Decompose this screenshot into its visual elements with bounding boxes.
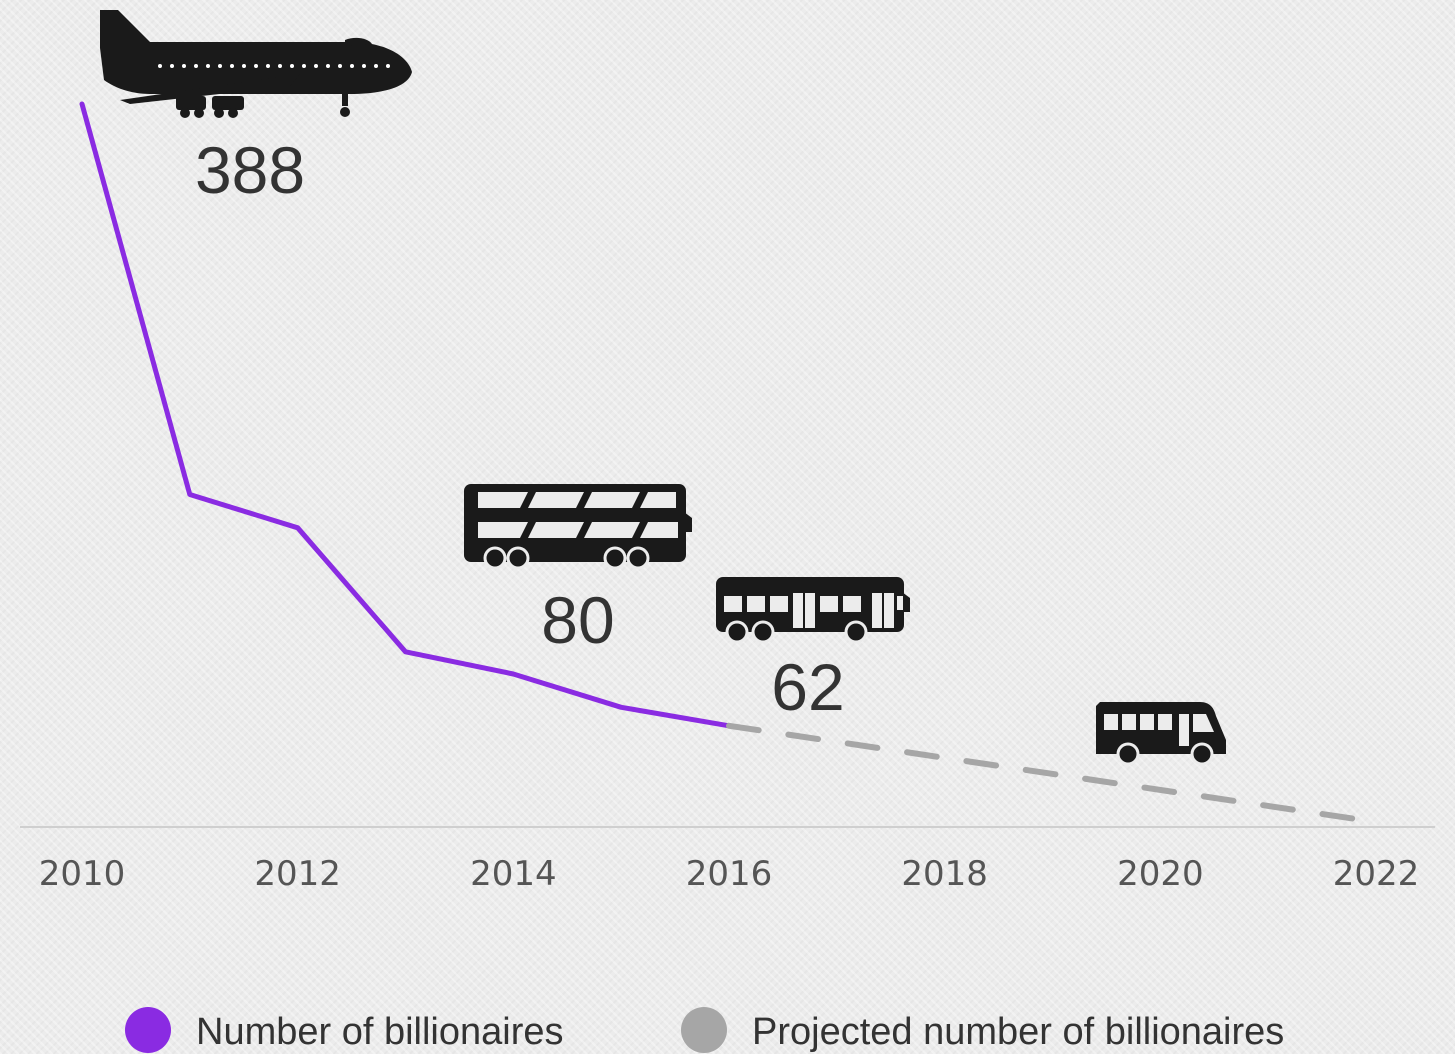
legend: Number of billionaires Projected number … xyxy=(125,1007,1284,1053)
x-tick-label: 2012 xyxy=(254,854,341,894)
series-line-projected xyxy=(726,722,1379,825)
legend-swatch-projected xyxy=(681,1007,727,1053)
x-tick-label: 2022 xyxy=(1333,854,1420,894)
x-axis-ticks: 2010 2012 2014 2016 2018 2020 2022 xyxy=(39,854,1420,894)
x-tick-label: 2010 xyxy=(39,854,126,894)
legend-swatch-billionaires xyxy=(125,1007,171,1053)
legend-label-projected: Projected number of billionaires xyxy=(752,1011,1284,1053)
value-label-80: 80 xyxy=(541,583,614,657)
series-line-billionaires xyxy=(79,101,732,729)
double-decker-bus-icon xyxy=(464,484,692,570)
value-label-62: 62 xyxy=(771,650,844,724)
x-tick-label: 2018 xyxy=(901,854,988,894)
legend-label-billionaires: Number of billionaires xyxy=(196,1011,564,1053)
x-tick-label: 2016 xyxy=(686,854,773,894)
bus-icon xyxy=(716,577,910,644)
airplane-icon xyxy=(100,10,412,118)
x-tick-label: 2014 xyxy=(470,854,557,894)
series-lines xyxy=(79,101,1379,825)
x-tick-label: 2020 xyxy=(1117,854,1204,894)
minibus-icon xyxy=(1096,702,1226,766)
value-label-388: 388 xyxy=(195,133,305,207)
